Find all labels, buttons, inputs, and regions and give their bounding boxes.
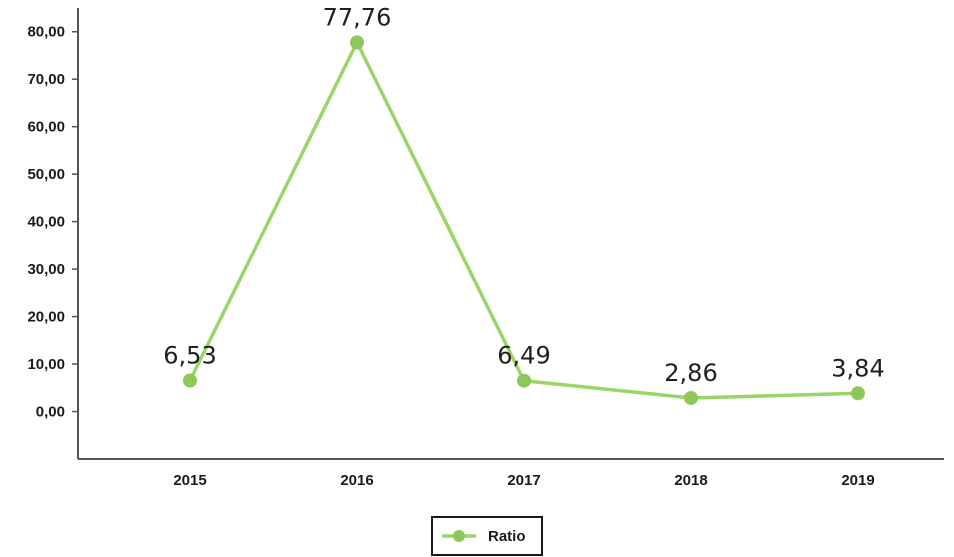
x-tick-label: 2016: [340, 472, 373, 489]
x-tick-label: 2015: [173, 472, 206, 489]
data-label: 6,53: [163, 342, 216, 370]
data-point: [684, 390, 698, 405]
data-label: 77,76: [323, 3, 392, 31]
data-point: [183, 373, 197, 388]
y-tick-label: 40,00: [27, 214, 65, 231]
data-label: 6,49: [497, 342, 550, 370]
y-axis-ticks: 0,00 10,00 20,00 30,00 40,00 50,00 60,00 70,00 8…: [27, 24, 78, 421]
y-tick-label: 50,00: [27, 166, 65, 183]
x-axis-ticks: 2015 2016 2017 2018 2019: [173, 472, 874, 489]
legend: Ratio: [431, 516, 543, 556]
y-tick-label: 30,00: [27, 261, 65, 278]
y-tick-label: 10,00: [27, 356, 65, 373]
y-tick-label: 60,00: [27, 119, 65, 136]
data-point: [851, 386, 865, 401]
y-tick-label: 0,00: [36, 404, 65, 421]
data-label: 2,86: [664, 359, 717, 387]
x-tick-label: 2017: [507, 472, 540, 489]
legend-label-ratio: Ratio: [488, 528, 526, 545]
x-tick-label: 2019: [841, 472, 874, 489]
data-labels: 6,53 77,76 6,49 2,86 3,84: [163, 3, 884, 387]
legend-marker-icon: [453, 530, 465, 542]
data-point: [350, 35, 364, 50]
data-label: 3,84: [831, 354, 884, 382]
data-point: [517, 373, 531, 388]
series-layer: [183, 35, 865, 405]
x-tick-label: 2018: [674, 472, 707, 489]
y-tick-label: 20,00: [27, 309, 65, 326]
y-tick-label: 80,00: [27, 24, 65, 41]
y-tick-label: 70,00: [27, 71, 65, 88]
